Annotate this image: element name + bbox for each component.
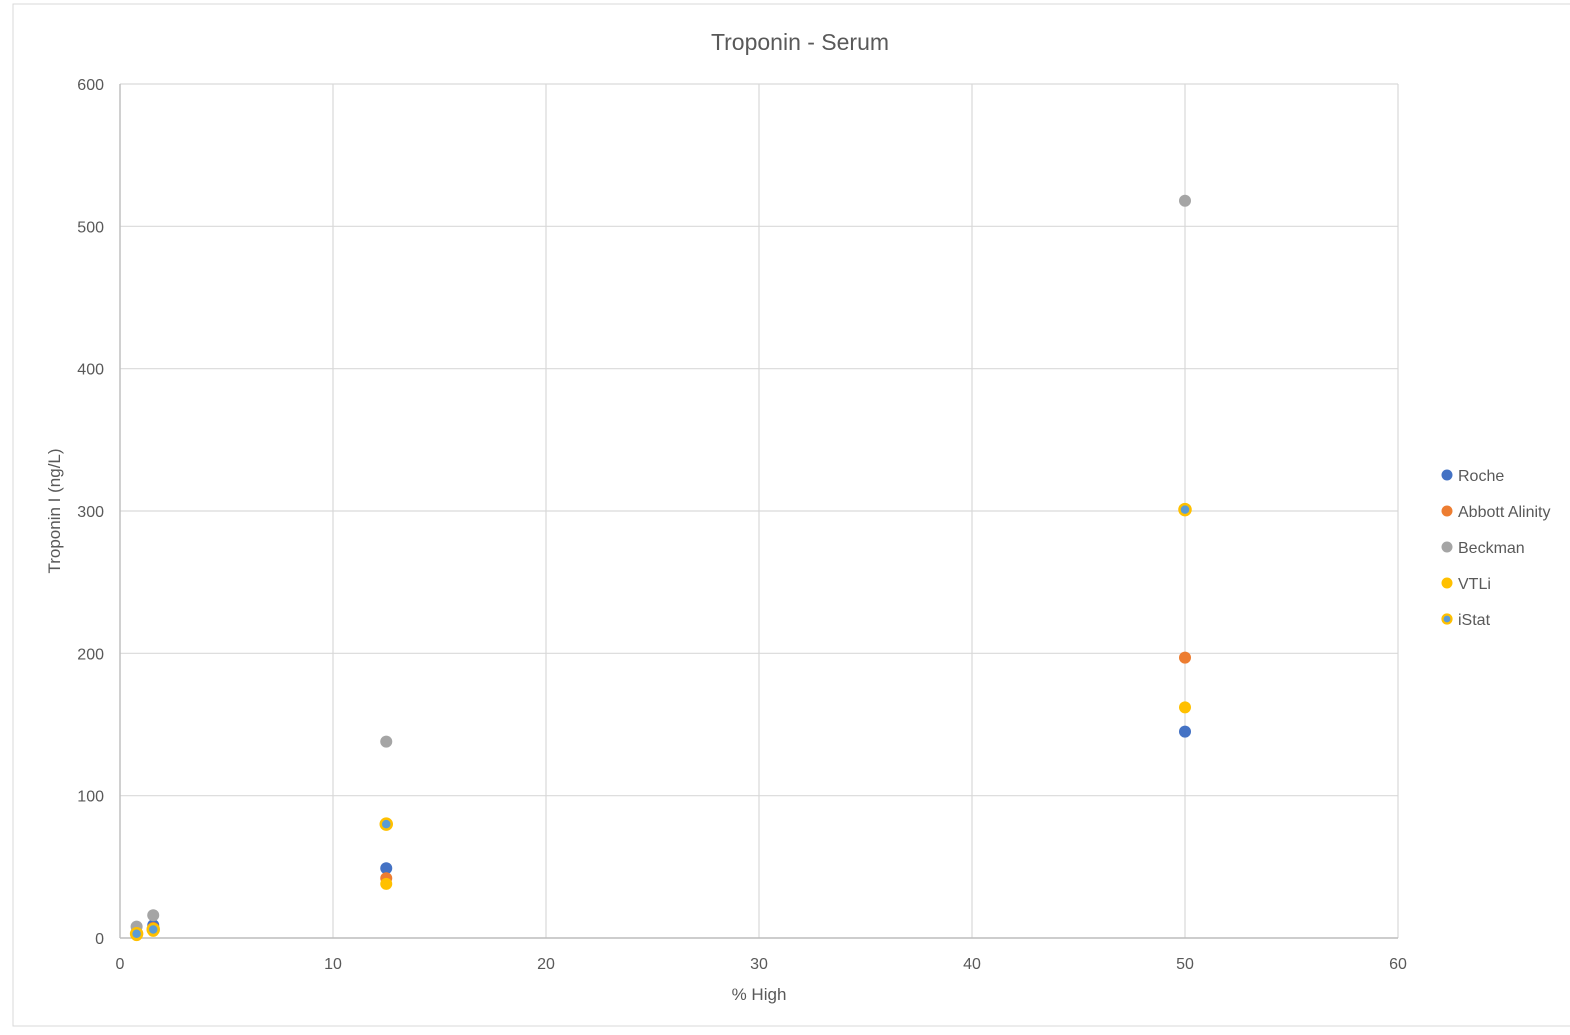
legend-marker xyxy=(1441,505,1453,517)
x-tick-label: 10 xyxy=(324,956,342,973)
legend-marker xyxy=(1441,613,1453,625)
x-tick-label: 20 xyxy=(537,956,555,973)
data-point-roche xyxy=(380,862,393,875)
data-point-beckman xyxy=(147,909,160,922)
chart-title: Troponin - Serum xyxy=(711,29,889,55)
legend-item-abbott-alinity: Abbott Alinity xyxy=(1441,504,1551,521)
legend-item-vtli: VTLi xyxy=(1441,576,1491,593)
y-tick-label: 500 xyxy=(77,219,104,236)
legend-label: Abbott Alinity xyxy=(1458,504,1551,521)
legend-label: VTLi xyxy=(1458,576,1491,593)
x-tick-label: 0 xyxy=(116,956,125,973)
y-axis-label: Troponin I (ng/L) xyxy=(45,448,64,573)
x-axis-label: % High xyxy=(732,985,787,1004)
data-point-vtli xyxy=(380,877,393,890)
legend-label: Roche xyxy=(1458,468,1504,485)
x-tick-label: 60 xyxy=(1389,956,1407,973)
legend: Roche Abbott Alinity Beckman VTLi iStat xyxy=(1441,468,1551,629)
data-point-istat xyxy=(146,922,160,937)
y-tick-label: 300 xyxy=(77,504,104,521)
tick-labels: 0 100 200 300 400 500 600 0 10 20 30 40 50 60 xyxy=(77,77,1407,973)
legend-label: Beckman xyxy=(1458,540,1525,557)
y-tick-label: 0 xyxy=(95,931,104,948)
y-tick-label: 200 xyxy=(77,646,104,663)
data-points xyxy=(129,194,1192,942)
chart-frame xyxy=(12,3,1570,1027)
data-point-istat xyxy=(379,817,393,831)
legend-item-beckman: Beckman xyxy=(1441,540,1525,557)
y-tick-label: 600 xyxy=(77,77,104,94)
axes xyxy=(119,84,1398,939)
data-point-beckman xyxy=(380,735,393,748)
legend-marker xyxy=(1441,541,1453,553)
data-point-istat xyxy=(1178,502,1192,517)
legend-label: iStat xyxy=(1458,612,1491,629)
y-tick-label: 400 xyxy=(77,362,104,379)
legend-marker xyxy=(1441,577,1453,589)
data-point-istat xyxy=(129,926,144,941)
data-point-roche xyxy=(1179,725,1191,738)
data-point-beckman xyxy=(1179,194,1191,207)
legend-item-istat: iStat xyxy=(1441,612,1491,629)
x-tick-label: 50 xyxy=(1176,956,1194,973)
y-tick-label: 100 xyxy=(77,789,104,806)
legend-item-roche: Roche xyxy=(1441,468,1504,485)
x-tick-label: 40 xyxy=(963,956,981,973)
data-point-abbott-alinity xyxy=(1179,651,1191,664)
legend-marker xyxy=(1441,469,1453,481)
x-tick-label: 30 xyxy=(750,956,768,973)
data-point-vtli xyxy=(1179,701,1191,714)
